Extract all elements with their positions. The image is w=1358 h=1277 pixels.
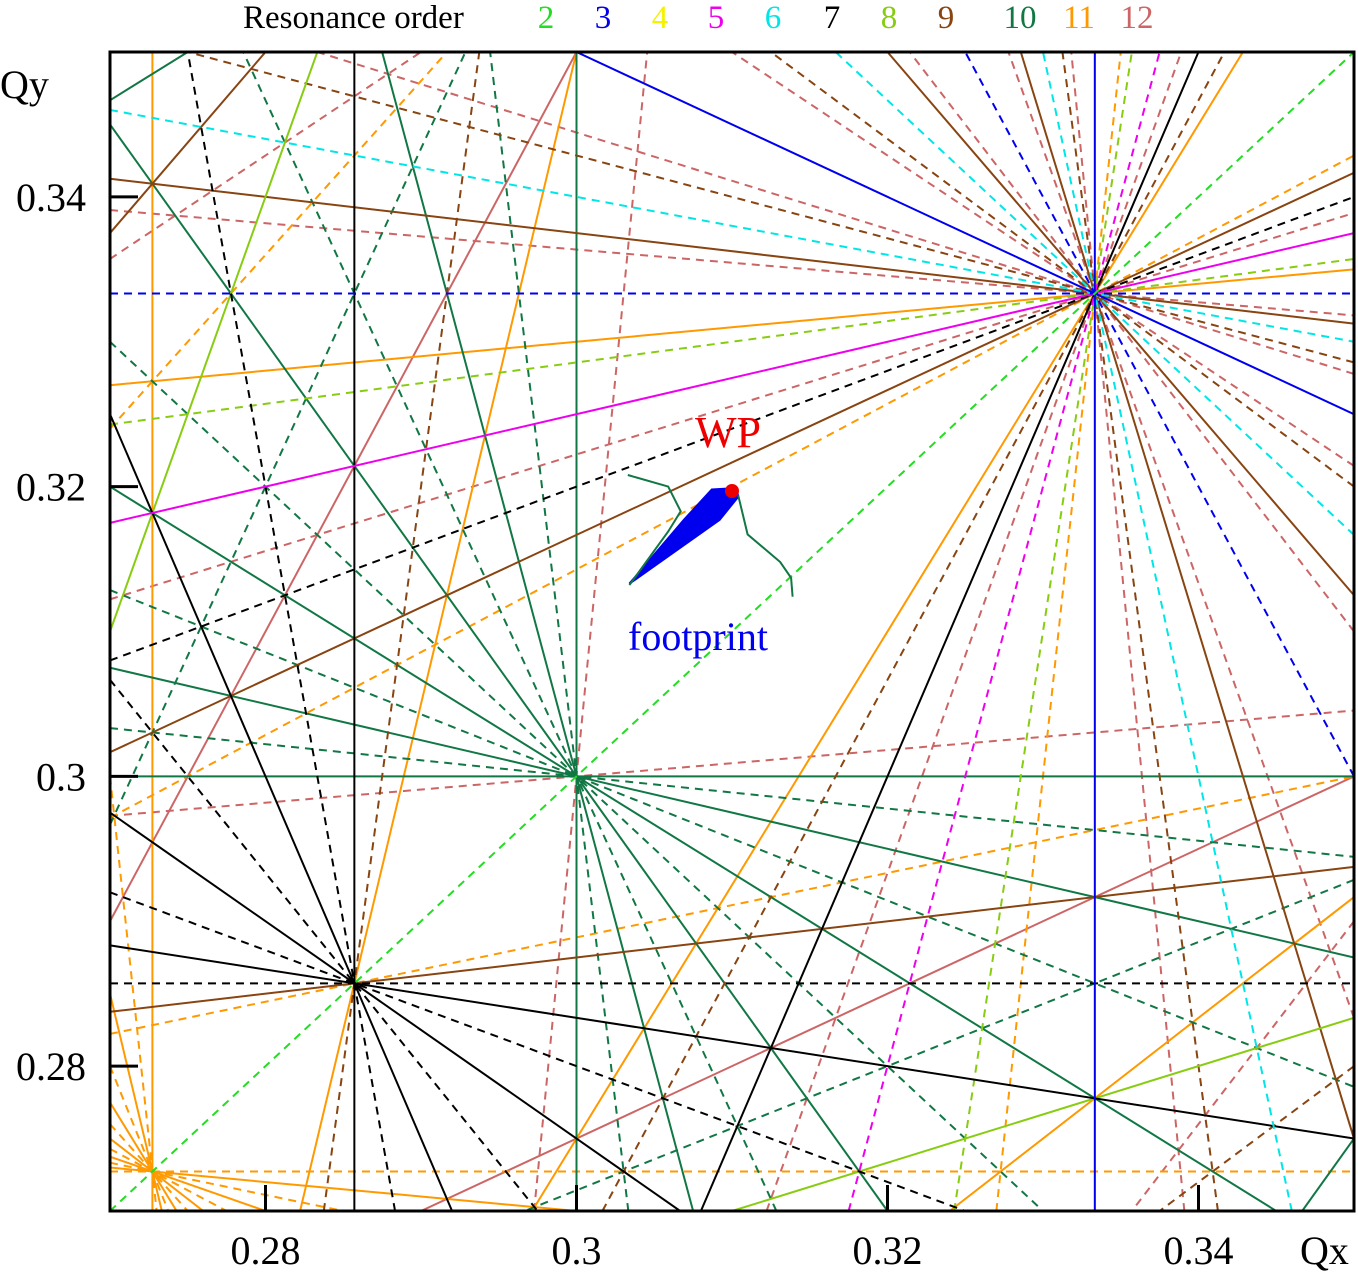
- x-tick-label: 0.32: [853, 1228, 923, 1273]
- resonance-line-order-12: [1131, 920, 1354, 1211]
- legend-entry-order-3: 3: [595, 0, 612, 36]
- resonance-line-order-9: [110, 177, 1354, 325]
- resonance-line-order-12: [110, 209, 1354, 317]
- working-point-marker: [725, 484, 739, 498]
- resonance-line-order-9: [110, 52, 267, 234]
- legend-entry-order-8: 8: [881, 0, 898, 36]
- resonance-line-order-11: [110, 775, 1354, 1035]
- resonance-line-order-2: [110, 52, 1354, 1211]
- legend-entry-order-2: 2: [538, 0, 555, 36]
- resonance-line-order-12: [731, 52, 1354, 467]
- resonance-line-order-8: [110, 52, 319, 632]
- resonance-line-order-11: [110, 776, 158, 1211]
- resonance-line-order-12: [110, 52, 422, 260]
- resonance-line-order-7: [110, 413, 454, 1211]
- resonance-line-order-5: [110, 232, 1354, 524]
- legend-entry-order-9: 9: [938, 0, 955, 36]
- resonance-line-order-7: [110, 679, 539, 1211]
- resonance-line-order-3: [576, 52, 1354, 416]
- axis-ticks: 0.28 0.3 0.32 0.34 0.28 0.3 0.32 0.34: [16, 175, 1234, 1273]
- resonance-line-order-9: [187, 52, 1354, 364]
- x-tick-label: 0.28: [231, 1228, 301, 1273]
- resonance-line-order-12: [1007, 52, 1354, 1019]
- y-tick-label: 0.28: [16, 1044, 86, 1089]
- resonance-line-order-11: [949, 896, 1354, 1211]
- resonance-line-order-10: [110, 485, 1277, 1211]
- resonance-line-order-10: [110, 727, 1354, 858]
- resonance-line-order-11: [110, 52, 448, 430]
- resonance-line-order-7: [110, 195, 1354, 662]
- footprint-outline-left: [627, 474, 682, 586]
- y-tick-label: 0.34: [16, 175, 86, 220]
- resonance-line-order-11: [995, 52, 1122, 1211]
- y-tick-label: 0.32: [16, 465, 86, 510]
- resonance-line-order-11: [110, 1137, 204, 1211]
- resonance-line-order-10: [110, 666, 1354, 959]
- resonance-line-order-11: [110, 1065, 170, 1211]
- resonance-line-order-6: [1042, 52, 1293, 1211]
- resonance-line-order-11: [531, 52, 1244, 1211]
- legend-entry-order-5: 5: [708, 0, 725, 36]
- legend: Resonance order 2 3 4 5 6 7 8 9 10 11 12: [243, 0, 1154, 36]
- resonance-line-order-9: [601, 52, 1226, 1211]
- legend-entry-order-12: 12: [1121, 0, 1154, 36]
- y-tick-label: 0.3: [36, 754, 86, 799]
- resonance-line-order-7: [110, 811, 681, 1211]
- resonance-line-order-11: [110, 1101, 178, 1211]
- working-point-label: WP: [695, 408, 761, 457]
- resonance-line-order-11: [110, 1161, 344, 1211]
- legend-entry-order-6: 6: [765, 0, 782, 36]
- resonance-line-order-9: [110, 865, 1354, 1013]
- resonance-line-order-9: [770, 52, 1354, 488]
- resonance-line-order-12: [765, 52, 1183, 1211]
- x-tick-label: 0.3: [552, 1228, 602, 1273]
- resonance-line-order-10: [242, 52, 778, 1211]
- x-axis-label: Qx: [1300, 1228, 1349, 1273]
- legend-entry-order-7: 7: [824, 0, 841, 36]
- resonance-line-order-7: [110, 944, 1354, 1140]
- plot-frame: [108, 50, 1356, 1213]
- resonance-line-order-10: [1301, 1137, 1354, 1211]
- footprint-layer: [627, 474, 794, 597]
- resonance-line-order-11: [299, 52, 578, 1211]
- resonance-line-order-6: [110, 108, 1354, 343]
- resonance-line-order-5: [847, 52, 1161, 1211]
- resonance-line-order-7: [186, 52, 397, 1211]
- resonance-line-order-10: [110, 52, 467, 826]
- legend-entry-order-10: 10: [1004, 0, 1037, 36]
- legend-entry-order-4: 4: [652, 0, 669, 36]
- resonance-line-order-9: [1159, 1065, 1354, 1211]
- footprint-label: footprint: [628, 614, 768, 659]
- x-tick-label: 0.34: [1164, 1228, 1234, 1273]
- resonance-line-order-10: [524, 878, 1354, 1211]
- y-axis-label: Qy: [0, 62, 49, 107]
- resonance-line-order-9: [110, 171, 1354, 754]
- resonance-line-order-9: [886, 52, 1354, 596]
- resonance-line-order-3: [964, 52, 1354, 777]
- resonance-line-order-10: [381, 52, 695, 1211]
- resonance-line-order-11: [110, 1155, 266, 1211]
- resonance-line-order-11: [110, 1166, 577, 1211]
- resonance-line-order-12: [908, 52, 1354, 633]
- resonance-line-order-10: [489, 52, 630, 1211]
- resonance-line-order-9: [1019, 52, 1354, 1139]
- resonance-lines: [110, 52, 1354, 1211]
- resonance-line-order-11: [110, 268, 1354, 387]
- resonance-line-order-10: [110, 52, 189, 102]
- legend-entry-order-11: 11: [1063, 0, 1095, 36]
- resonance-line-order-12: [110, 709, 1354, 817]
- footprint-outline-right: [737, 495, 794, 597]
- resonance-line-order-7: [110, 891, 966, 1211]
- resonance-line-order-10: [110, 123, 889, 1211]
- resonance-line-order-12: [1070, 52, 1186, 1211]
- resonance-line-order-7: [699, 52, 1200, 1211]
- resonance-line-order-12: [533, 52, 649, 1211]
- legend-title: Resonance order: [243, 0, 464, 36]
- resonance-line-order-8: [731, 1016, 1354, 1211]
